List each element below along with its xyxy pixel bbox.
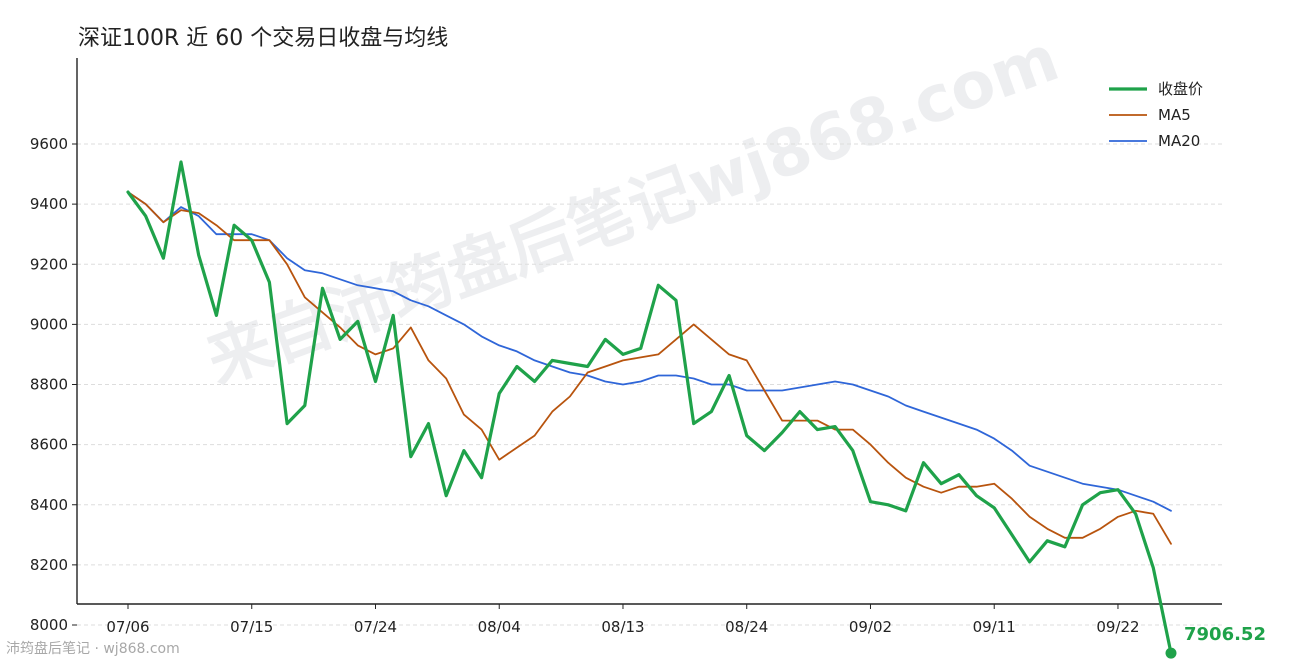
series-line-close	[126, 160, 1173, 655]
y-tick-label: 8200	[30, 556, 68, 574]
axes	[76, 58, 1222, 605]
x-tick-label: 09/02	[849, 618, 892, 636]
legend-label-close: 收盘价	[1158, 80, 1203, 98]
y-tick-label: 9000	[30, 315, 68, 333]
y-tick-label: 8800	[30, 376, 68, 394]
y-tick-label: 9400	[30, 195, 68, 213]
y-tick-label: 9200	[30, 255, 68, 273]
annotations: 7906.52	[1165, 624, 1266, 659]
x-tick-label: 08/24	[725, 618, 768, 636]
watermark: 来自沛筠盘后笔记wj868.com	[198, 22, 1069, 399]
legend-label-ma5: MA5	[1158, 106, 1191, 124]
legend: 收盘价 MA5 MA20	[1109, 80, 1203, 150]
footer-credit: 沛筠盘后笔记 · wj868.com	[6, 641, 180, 657]
series-line-ma20	[127, 191, 1172, 512]
x-tick-label: 07/24	[354, 618, 397, 636]
x-tick-label: 08/13	[601, 618, 644, 636]
series-lines	[126, 160, 1173, 655]
x-axis-ticks: 07/06 07/15 07/24 08/04 08/13 08/24 09/02 09/11…	[106, 604, 1140, 636]
y-tick-label: 9600	[30, 135, 68, 153]
x-tick-label: 08/04	[478, 618, 521, 636]
y-tick-label: 8600	[30, 436, 68, 454]
last-close-point	[1165, 647, 1177, 659]
gridlines	[77, 143, 1222, 626]
x-tick-label: 09/22	[1096, 618, 1139, 636]
y-tick-label: 8400	[30, 496, 68, 514]
x-tick-label: 07/15	[230, 618, 273, 636]
y-tick-label: 8000	[30, 616, 68, 634]
watermark-text: 来自沛筠盘后笔记wj868.com	[198, 22, 1069, 399]
chart-title: 深证100R 近 60 个交易日收盘与均线	[78, 26, 449, 51]
last-close-label: 7906.52	[1184, 624, 1266, 645]
y-axis-ticks: 8000 8200 8400 8600 8800 9000 9200 9400 9600	[30, 135, 77, 634]
legend-label-ma20: MA20	[1158, 132, 1200, 150]
series-line-ma5	[127, 191, 1172, 545]
x-tick-label: 07/06	[106, 618, 149, 636]
x-tick-label: 09/11	[973, 618, 1016, 636]
